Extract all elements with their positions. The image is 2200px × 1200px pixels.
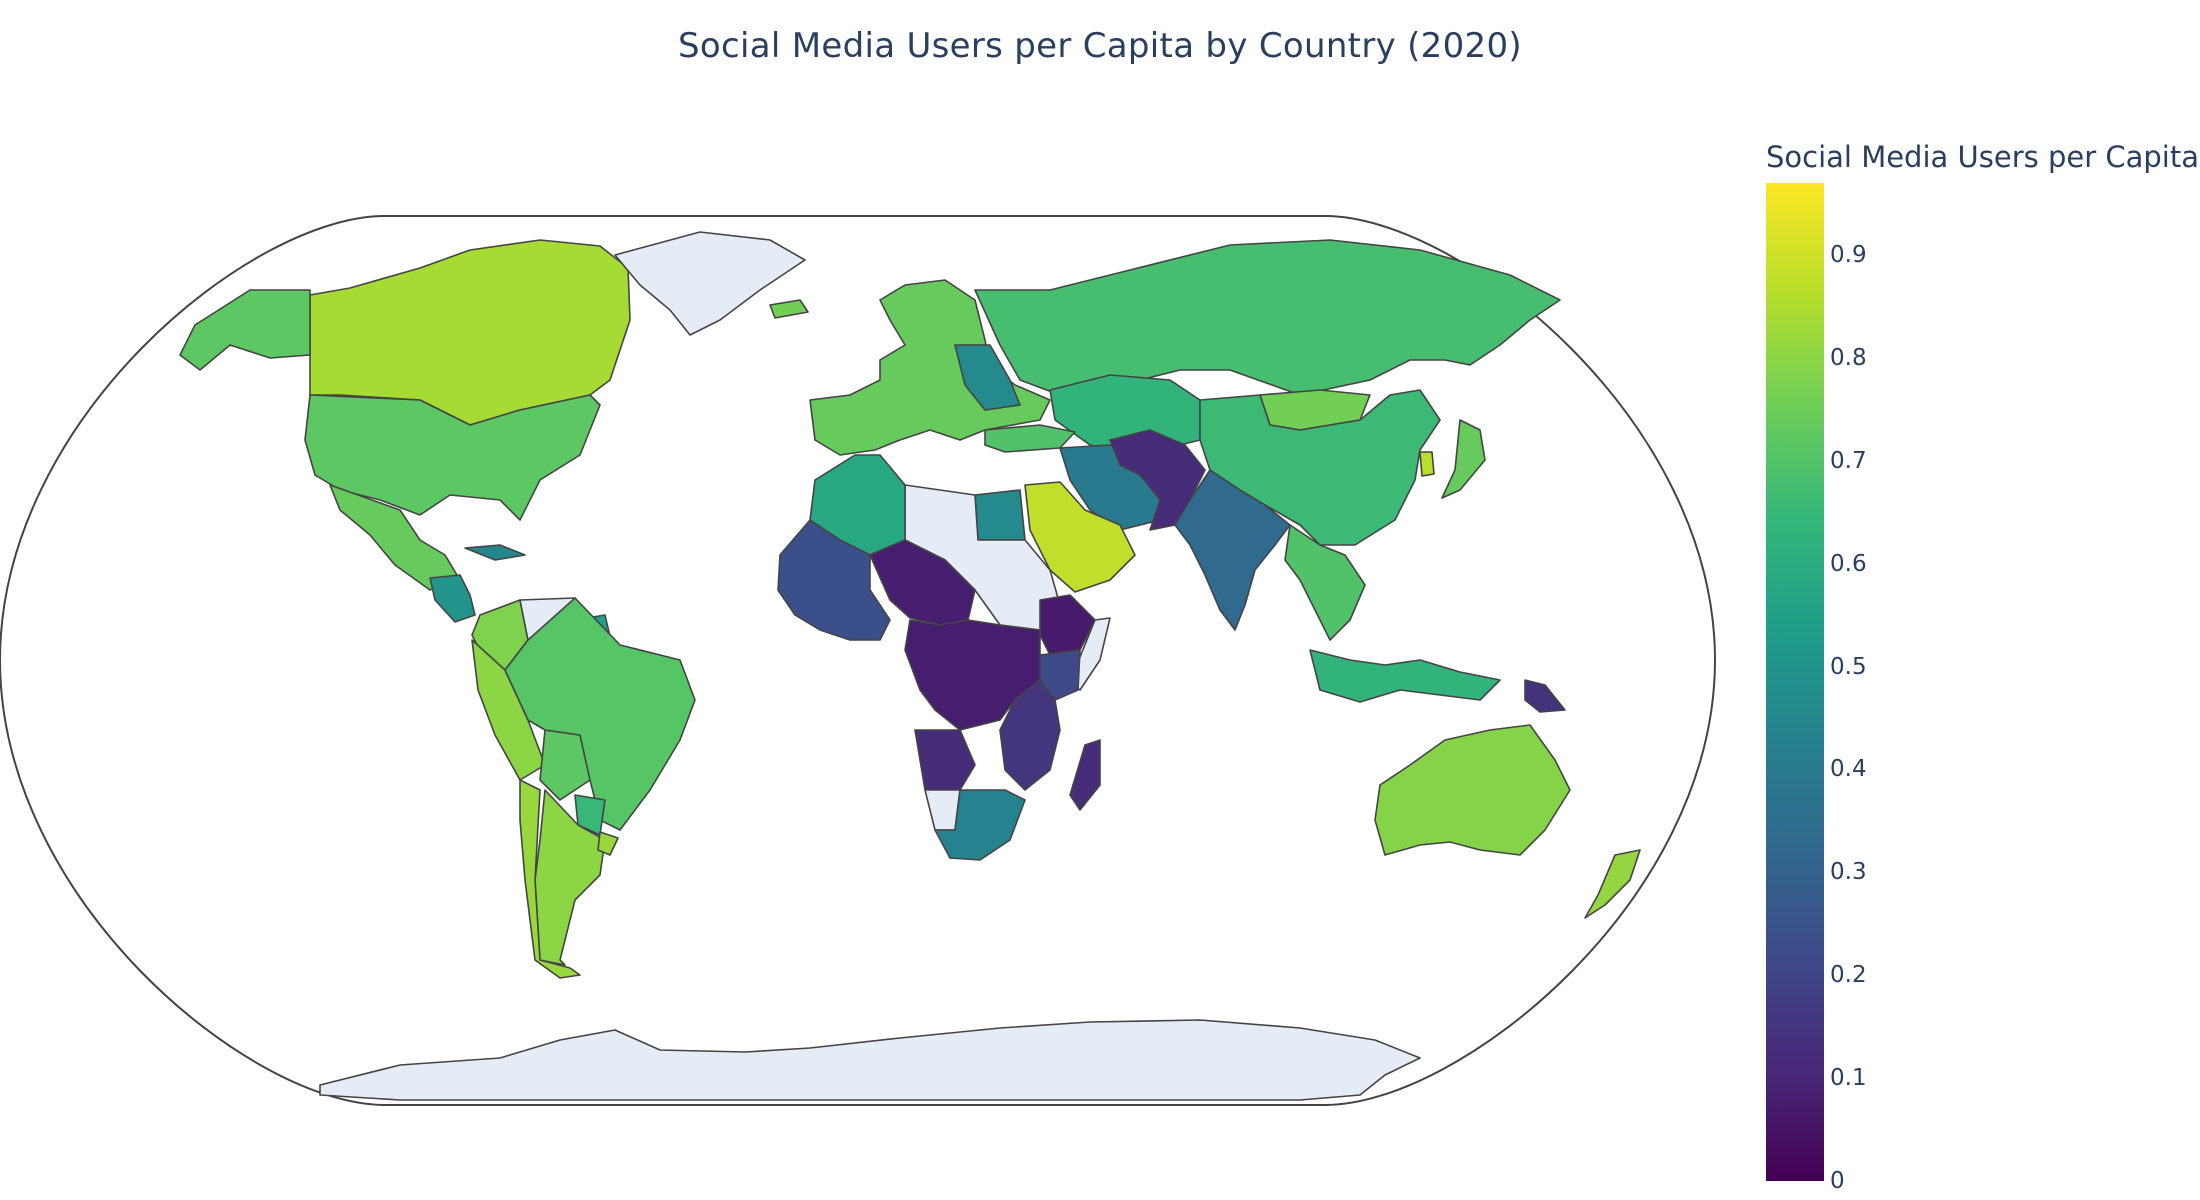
country-india: India bbox=[1174, 469, 1291, 631]
country-southeast-asia: Southeast Asia bbox=[1284, 524, 1366, 641]
country-cuba: Cuba bbox=[464, 544, 526, 561]
country-south-africa: South Africa bbox=[934, 789, 1026, 861]
colorbar-tick-label: 0.5 bbox=[1830, 653, 1867, 680]
chart-title: Social Media Users per Capita by Country… bbox=[678, 26, 1522, 66]
country-somalia: Somalia bbox=[1069, 617, 1111, 691]
country-indonesia: Indonesia bbox=[1309, 649, 1501, 703]
colorbar-tick-label: 0.1 bbox=[1830, 1065, 1867, 1092]
country-madagascar: Madagascar bbox=[1069, 739, 1101, 811]
country-egypt: Egypt bbox=[974, 489, 1026, 541]
country-papua-new-guinea: Papua New Guinea bbox=[1524, 679, 1566, 713]
country-central-america: Central America bbox=[429, 574, 476, 623]
country-australia: Australia bbox=[1374, 724, 1571, 856]
country-new-zealand: New Zealand bbox=[1584, 849, 1641, 919]
colorbar-title: Social Media Users per Capita bbox=[1766, 140, 2199, 174]
country-uruguay: Uruguay bbox=[597, 831, 619, 856]
colorbar bbox=[1766, 183, 1824, 1181]
country-brazil: Brazil bbox=[504, 597, 696, 831]
country-alaska-united-states: Alaska (United States) bbox=[179, 289, 311, 371]
country-chile: Chile bbox=[519, 779, 581, 979]
colorbar-tick-label: 0.9 bbox=[1830, 242, 1867, 269]
colorbar-tick-label: 0.4 bbox=[1830, 756, 1867, 783]
country-japan: Japan bbox=[1441, 419, 1486, 499]
country-south-korea: South Korea bbox=[1419, 451, 1435, 477]
colorbar-tick-label: 0.8 bbox=[1830, 344, 1867, 371]
colorbar-tick-label: 0 bbox=[1830, 1168, 1845, 1194]
country-greenland: Greenland bbox=[614, 231, 806, 336]
country-west-africa: West Africa bbox=[777, 519, 891, 641]
country-saudi-arabia-arabian-peninsula: Saudi Arabia / Arabian Peninsula bbox=[1024, 481, 1136, 593]
country-iceland: Iceland bbox=[769, 299, 809, 319]
country-ukraine-belarus: Ukraine / Belarus bbox=[954, 344, 1021, 411]
colorbar-tick-label: 0.3 bbox=[1830, 859, 1867, 886]
country-angola: Angola bbox=[914, 729, 976, 791]
colorbar-tick-label: 0.7 bbox=[1830, 447, 1867, 474]
country-east-africa: East Africa bbox=[999, 679, 1061, 791]
country-argentina: Argentina bbox=[534, 789, 606, 966]
colorbar-tick-label: 0.6 bbox=[1830, 550, 1867, 577]
colorbar-tick-label: 0.2 bbox=[1830, 962, 1867, 989]
country-antarctica: Antarctica bbox=[319, 1019, 1421, 1101]
